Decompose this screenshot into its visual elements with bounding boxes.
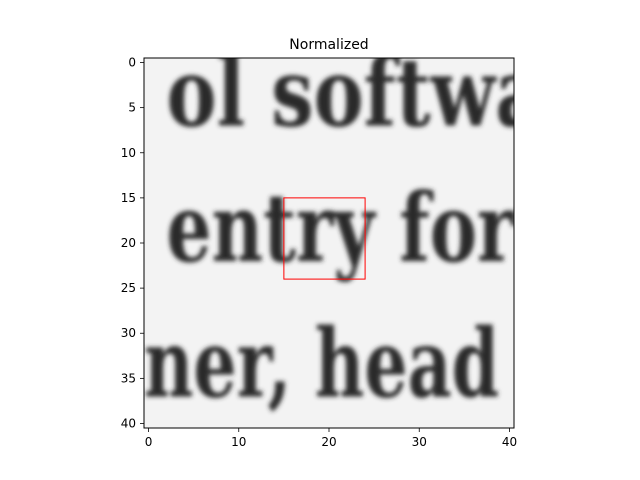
x-tick-label: 10 [231,435,246,449]
y-tick-label: 35 [121,371,136,385]
y-tick-label: 0 [128,56,136,70]
x-tick-label: 0 [145,435,153,449]
y-tick-label: 40 [121,416,136,430]
y-tick-label: 20 [121,236,136,250]
y-tick-label: 10 [121,146,136,160]
x-tick-label: 30 [412,435,427,449]
image-text-line: entry for [167,173,516,284]
image-text-line: ner, head [144,308,499,419]
y-tick-label: 25 [121,281,136,295]
y-tick-label: 15 [121,191,136,205]
y-tick-label: 5 [128,101,136,115]
y-tick-label: 30 [121,326,136,340]
y-axis: 0 5 10 15 20 25 30 35 40 [121,56,144,430]
x-tick-label: 20 [321,435,336,449]
highlight-box [283,197,366,280]
chart-title: Normalized [289,37,368,53]
image-background [144,58,514,428]
image-text-line: ol softwa [167,38,544,149]
x-tick-label: 40 [502,435,517,449]
normalized-image: ol softwa entry for ner, head [144,38,544,428]
x-axis: 0 10 20 30 40 [145,428,517,449]
